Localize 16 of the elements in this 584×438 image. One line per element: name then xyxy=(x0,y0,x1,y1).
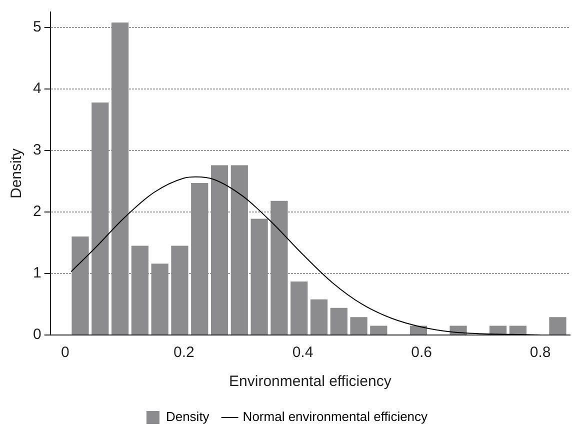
y-tick-label: 0 xyxy=(33,326,42,344)
x-tick-label: 0.4 xyxy=(292,344,314,362)
x-tick-label: 0 xyxy=(61,344,70,362)
y-tick-label: 2 xyxy=(33,203,42,220)
y-tick-label: 1 xyxy=(33,264,42,282)
legend-label: Normal environmental efficiency xyxy=(242,409,428,424)
y-axis-title: Density xyxy=(8,148,26,199)
y-tick-label: 4 xyxy=(33,80,42,98)
x-axis-title: Environmental efficiency xyxy=(229,373,392,390)
x-tick-label: 0.8 xyxy=(530,344,551,362)
legend-label: Density xyxy=(166,409,210,424)
y-tick-label: 5 xyxy=(33,18,42,36)
line-series xyxy=(70,176,541,335)
y-tick-label: 3 xyxy=(33,142,42,159)
x-tick-label: 0.2 xyxy=(174,344,194,362)
x-tick-label: 0.6 xyxy=(411,344,432,362)
